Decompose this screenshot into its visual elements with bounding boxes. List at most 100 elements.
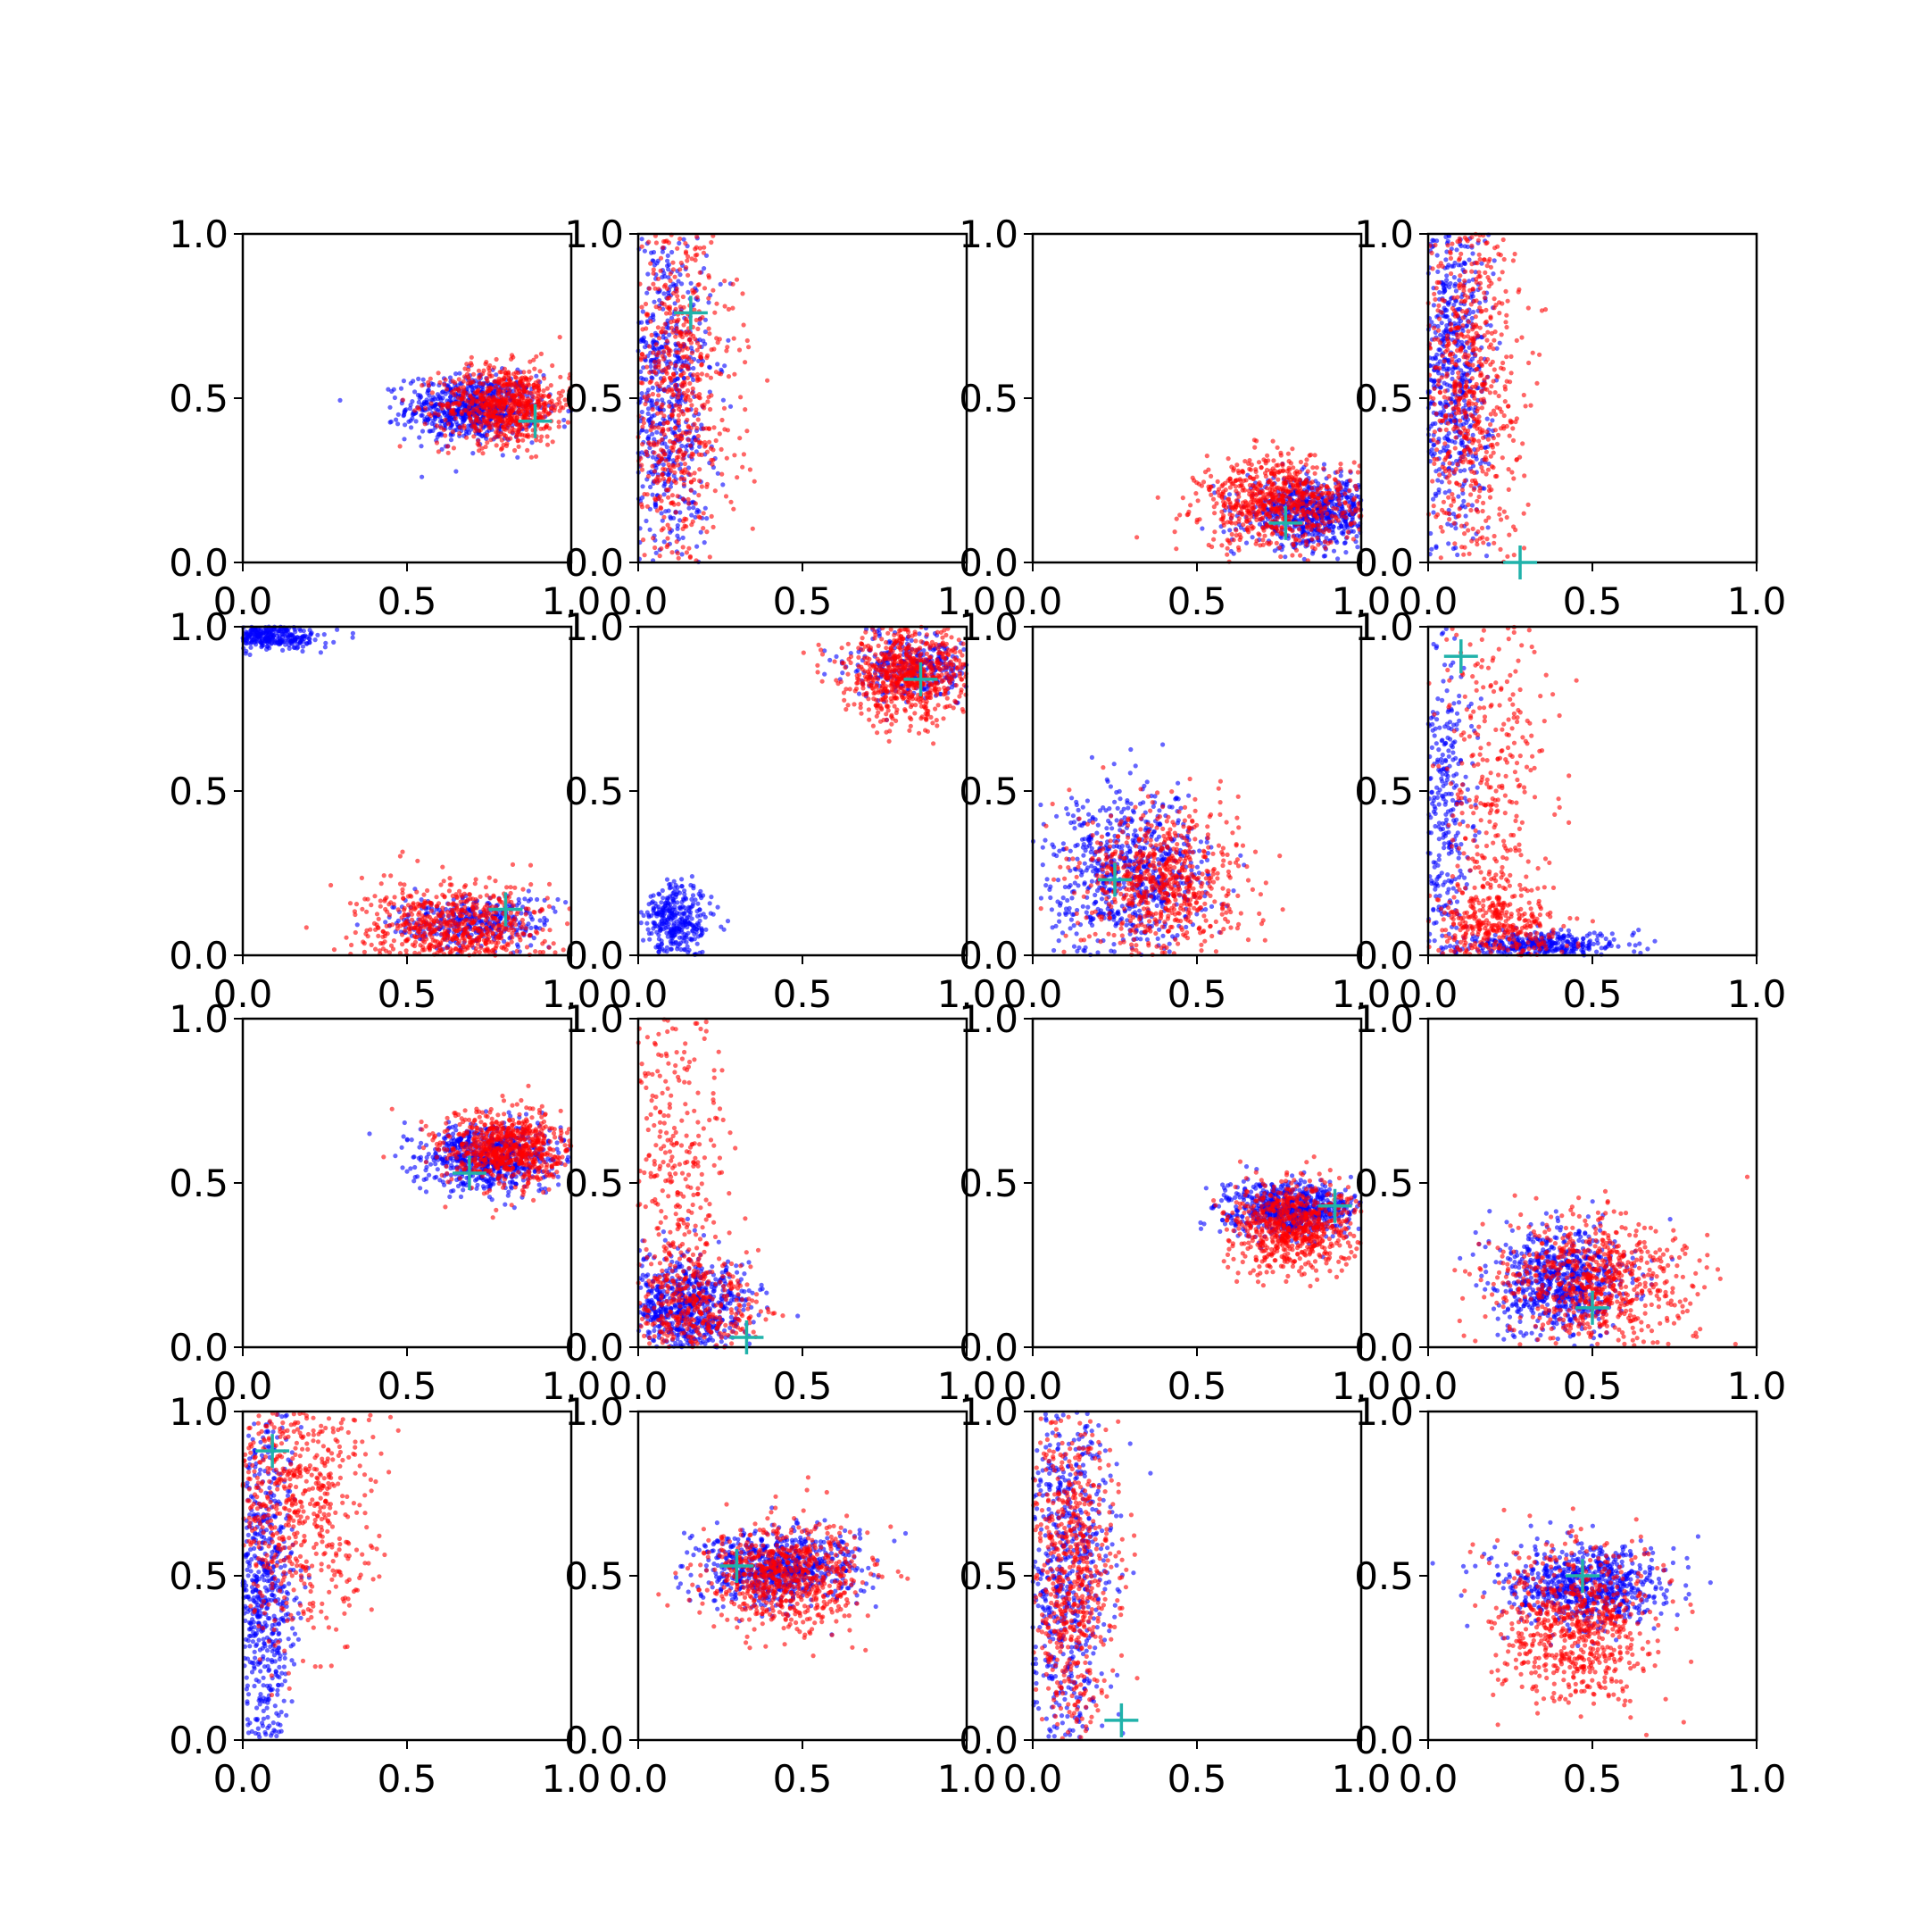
scatter-point — [477, 369, 481, 373]
scatter-point — [484, 396, 488, 401]
scatter-point — [557, 420, 561, 424]
scatter-point — [558, 375, 562, 379]
scatter-point — [395, 421, 400, 426]
scatter-point — [457, 377, 461, 381]
scatter-point — [538, 438, 543, 443]
scatter-point — [524, 428, 528, 432]
scatter-point — [549, 383, 553, 387]
scatter-point — [471, 379, 476, 384]
scatter-point — [436, 449, 441, 454]
scatter-point — [644, 519, 648, 523]
scatter-point — [644, 291, 649, 296]
scatter-point — [414, 419, 419, 423]
scatter-point — [387, 405, 392, 410]
y-tick-label: 0.0 — [169, 541, 229, 585]
scatter-point — [392, 387, 396, 392]
scatter-point — [514, 376, 519, 380]
scatter-point — [423, 406, 428, 411]
scatter-point — [665, 263, 669, 268]
scatter-point — [675, 534, 679, 538]
scatter-point — [439, 426, 444, 430]
scatter-point — [486, 386, 490, 390]
scatter-point — [529, 440, 534, 445]
subplot-2: 0.00.00.50.51.01.0 — [564, 212, 996, 623]
scatter-point — [477, 448, 481, 453]
scatter-point — [471, 434, 476, 438]
scatter-point — [478, 411, 483, 415]
scatter-point — [545, 387, 550, 391]
scatter-point — [471, 372, 476, 377]
scatter-point — [529, 455, 534, 460]
scatter-point — [504, 441, 509, 446]
scatter-point — [409, 403, 413, 407]
scatter-point — [646, 387, 651, 392]
scatter-point — [519, 425, 524, 429]
scatter-point — [470, 355, 474, 360]
scatter-point — [544, 425, 548, 429]
scatter-point — [452, 393, 456, 397]
scatter-point — [507, 373, 511, 378]
scatter-point — [559, 394, 563, 398]
scatter-point — [419, 444, 423, 448]
scatter-point — [640, 237, 644, 241]
scatter-point — [521, 370, 526, 374]
scatter-point — [649, 364, 653, 369]
scatter-point — [491, 395, 495, 399]
scatter-point — [536, 386, 541, 390]
scatter-point — [558, 335, 562, 339]
scatter-point — [498, 370, 503, 374]
scatter-point — [689, 281, 694, 286]
scatter-point — [525, 448, 529, 453]
scatter-point — [426, 388, 430, 393]
scatter-point — [557, 424, 561, 429]
scatter-point — [388, 420, 393, 424]
scatter-point — [666, 254, 670, 258]
scatter-point — [420, 429, 425, 433]
scatter-point — [428, 413, 433, 418]
scatter-point — [409, 381, 413, 386]
scatter-point — [453, 380, 457, 385]
scatter-point — [468, 411, 472, 415]
scatter-point — [728, 404, 733, 409]
scatter-point — [478, 393, 482, 397]
scatter-point — [487, 423, 492, 428]
scatter-point — [464, 362, 469, 366]
scatter-point — [520, 438, 525, 443]
scatter-point — [677, 510, 682, 514]
scatter-point — [417, 435, 421, 439]
scatter-point — [448, 395, 453, 399]
scatter-point — [639, 376, 644, 380]
scatter-point — [539, 435, 544, 439]
scatter-point — [654, 551, 659, 555]
scatter-point — [452, 388, 456, 393]
scatter-point — [534, 374, 538, 379]
x-tick-label: 0.5 — [378, 579, 437, 623]
scatter-point — [442, 382, 446, 387]
scatter-point — [427, 383, 431, 387]
scatter-point — [468, 415, 472, 420]
scatter-point — [424, 401, 428, 405]
scatter-point — [494, 372, 498, 377]
figure-canvas: 0.00.00.50.51.01.00.00.00.50.51.01.00.00… — [0, 0, 1928, 1928]
scatter-point — [704, 516, 709, 520]
scatter-point — [476, 438, 480, 443]
scatter-point — [481, 382, 486, 387]
scatter-point — [537, 369, 542, 373]
scatter-point — [695, 508, 700, 512]
scatter-point — [406, 420, 411, 424]
scatter-point — [452, 446, 456, 450]
scatter-point — [396, 412, 401, 417]
scatter-point — [492, 411, 496, 415]
scatter-point — [539, 352, 544, 356]
scatter-point — [435, 440, 439, 445]
scatter-point — [661, 335, 665, 339]
scatter-point — [487, 363, 492, 368]
scatter-point — [443, 412, 447, 417]
scatter-point — [526, 381, 530, 386]
scatter-point — [417, 400, 421, 404]
scatter-point — [665, 259, 669, 263]
scatter-point — [420, 475, 424, 479]
scatter-point — [542, 394, 546, 398]
scatter-point — [402, 379, 406, 383]
scatter-point — [515, 432, 519, 437]
